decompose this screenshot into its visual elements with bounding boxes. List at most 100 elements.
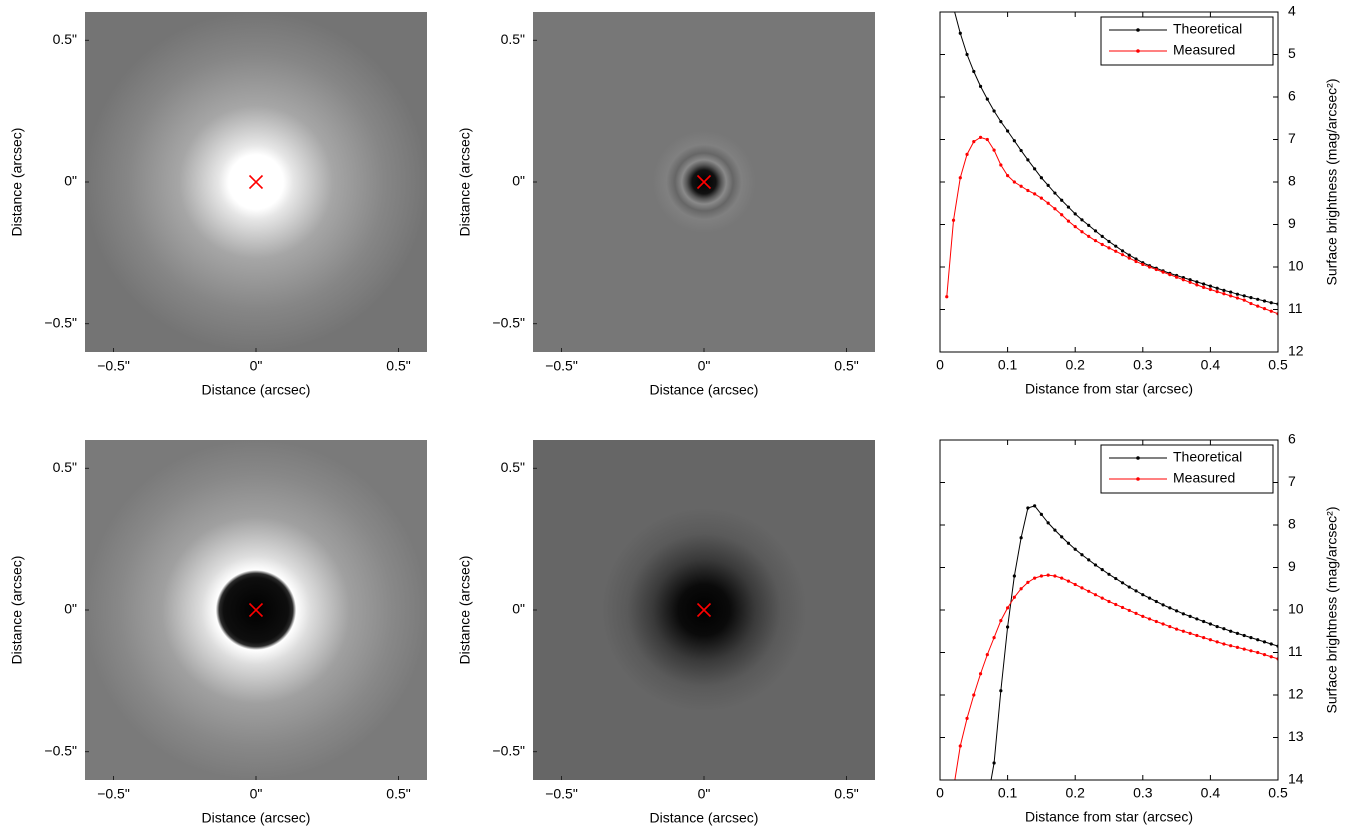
data-point xyxy=(1101,568,1104,571)
data-point xyxy=(1216,640,1219,643)
data-point xyxy=(1195,280,1198,283)
data-point xyxy=(1249,302,1252,305)
y-tick-label: 0" xyxy=(64,601,77,617)
data-point xyxy=(1222,292,1225,295)
data-point xyxy=(1101,597,1104,600)
data-point xyxy=(1141,263,1144,266)
data-point xyxy=(965,53,968,56)
data-point xyxy=(1216,290,1219,293)
x-tick-label: 0.5" xyxy=(834,358,858,374)
data-point xyxy=(986,98,989,101)
data-point xyxy=(1222,627,1225,630)
data-point xyxy=(1249,649,1252,652)
data-point xyxy=(1249,636,1252,639)
data-point xyxy=(1080,230,1083,233)
data-point xyxy=(1263,299,1266,302)
legend-label: Measured xyxy=(1173,42,1235,58)
data-point xyxy=(1006,606,1009,609)
data-point xyxy=(979,672,982,675)
x-tick-label: 0" xyxy=(698,358,711,374)
data-point xyxy=(1202,620,1205,623)
data-point xyxy=(1263,307,1266,310)
data-point xyxy=(1175,276,1178,279)
data-point xyxy=(1020,536,1023,539)
y-tick-label: −0.5" xyxy=(492,742,525,758)
data-point xyxy=(1128,585,1131,588)
data-point xyxy=(1087,224,1090,227)
data-point xyxy=(1121,253,1124,256)
data-point xyxy=(992,636,995,639)
data-point xyxy=(1121,249,1124,252)
data-point xyxy=(1060,535,1063,538)
data-point xyxy=(1256,651,1259,654)
data-point xyxy=(1006,174,1009,177)
y-tick-label: 8 xyxy=(1288,516,1296,532)
x-tick-label: 0.4 xyxy=(1201,785,1221,801)
data-point xyxy=(965,153,968,156)
data-point xyxy=(1270,310,1273,313)
y-axis-label: Distance (arcsec) xyxy=(9,556,25,665)
data-point xyxy=(1236,632,1239,635)
y-tick-label: 0.5" xyxy=(501,459,525,475)
data-point xyxy=(1128,254,1131,257)
data-point xyxy=(1053,529,1056,532)
data-point xyxy=(1229,290,1232,293)
data-point xyxy=(1094,229,1097,232)
data-point xyxy=(1202,282,1205,285)
data-point xyxy=(1236,293,1239,296)
data-point xyxy=(1256,305,1259,308)
data-point xyxy=(1047,202,1050,205)
data-point xyxy=(999,619,1002,622)
x-axis-label: Distance from star (arcsec) xyxy=(1025,809,1193,825)
data-point xyxy=(1256,638,1259,641)
data-point xyxy=(1121,581,1124,584)
data-point xyxy=(1236,296,1239,299)
y-tick-label: 7 xyxy=(1288,473,1296,489)
data-point xyxy=(1168,273,1171,276)
y-axis-label: Distance (arcsec) xyxy=(457,128,473,237)
data-point xyxy=(992,761,995,764)
x-tick-label: 0.5 xyxy=(1268,785,1288,801)
y-tick-label: 0" xyxy=(512,173,525,189)
y-tick-label: −0.5" xyxy=(44,314,77,330)
data-point xyxy=(1148,617,1151,620)
y-tick-label: 0.5" xyxy=(53,459,77,475)
data-point xyxy=(965,717,968,720)
data-point xyxy=(992,109,995,112)
data-point xyxy=(1067,205,1070,208)
y-tick-label: 11 xyxy=(1288,643,1303,659)
x-axis-label: Distance from star (arcsec) xyxy=(1025,381,1193,397)
y-tick-label: 5 xyxy=(1288,45,1296,61)
data-point xyxy=(1033,192,1036,195)
data-point xyxy=(1202,286,1205,289)
data-point xyxy=(1060,199,1063,202)
y-tick-label: 9 xyxy=(1288,215,1296,231)
data-point xyxy=(1053,191,1056,194)
data-point xyxy=(1020,185,1023,188)
data-point xyxy=(1114,245,1117,248)
data-point xyxy=(1270,655,1273,658)
data-point xyxy=(972,140,975,143)
data-point xyxy=(1216,625,1219,628)
data-point xyxy=(1189,615,1192,618)
data-point xyxy=(1141,593,1144,596)
data-point xyxy=(1114,603,1117,606)
data-point xyxy=(1141,615,1144,618)
y-tick-label: 10 xyxy=(1288,601,1304,617)
data-point xyxy=(1033,577,1036,580)
x-tick-label: 0" xyxy=(698,786,711,802)
data-point xyxy=(1067,542,1070,545)
x-tick-label: 0.5" xyxy=(834,786,858,802)
data-point xyxy=(1067,220,1070,223)
page: −0.5" 0" 0.5" −0.5" 0" 0.5" Distance (arcsec) D… xyxy=(0,0,1347,831)
y-tick-label: 0.5" xyxy=(53,31,77,47)
data-point xyxy=(972,70,975,73)
data-point xyxy=(1229,644,1232,647)
data-point xyxy=(1107,600,1110,603)
legend-label: Measured xyxy=(1173,470,1235,486)
data-point xyxy=(1189,632,1192,635)
data-point xyxy=(952,219,955,222)
data-point xyxy=(979,85,982,88)
data-point xyxy=(1026,581,1029,584)
data-point xyxy=(1101,235,1104,238)
